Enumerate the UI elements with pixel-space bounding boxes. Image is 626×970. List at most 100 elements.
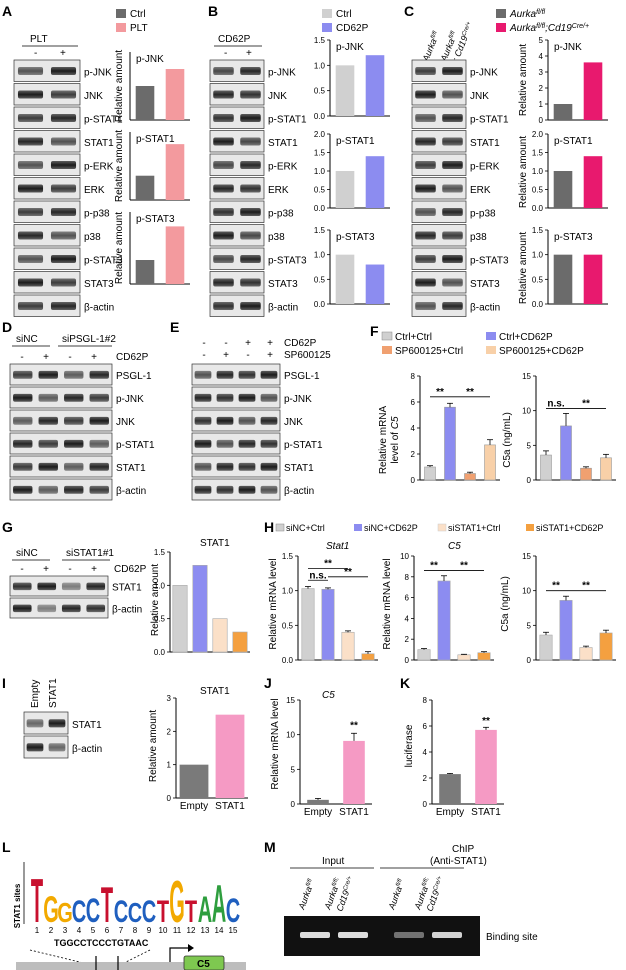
blot-strip xyxy=(411,294,467,317)
blot-band xyxy=(50,114,77,123)
band-label: STAT1 xyxy=(116,463,146,474)
tick-label: 4 xyxy=(405,614,410,623)
band-label: p-STAT3 xyxy=(84,256,123,267)
ylabel-l: STAT1 sites xyxy=(13,883,22,928)
blot-band xyxy=(26,719,44,728)
bar xyxy=(477,652,491,661)
blot-band xyxy=(89,416,109,425)
sig-mark: ** xyxy=(482,716,490,727)
blot-band xyxy=(213,208,234,217)
tick-label: 3 xyxy=(167,694,172,703)
blot-strip xyxy=(209,106,265,129)
blot-band xyxy=(415,161,436,170)
ylabel-k: luciferase xyxy=(404,724,415,767)
tick-label: 0.0 xyxy=(532,300,544,309)
legend-swatch-h1 xyxy=(275,523,285,532)
tick-label: 1.0 xyxy=(154,581,166,590)
lane-sinc-g: siNC xyxy=(16,548,38,559)
chart-title-h1: Stat1 xyxy=(326,541,349,552)
sign: - xyxy=(202,350,205,361)
blot-strip xyxy=(209,130,265,153)
blot-strip xyxy=(209,200,265,223)
chart-title-j: C5 xyxy=(322,690,335,701)
tick-label: 15 xyxy=(522,552,531,561)
blot-strip xyxy=(411,247,467,270)
tick-label: 0 xyxy=(539,116,544,125)
sign-plus: + xyxy=(60,48,66,59)
tick-label: 5 xyxy=(527,441,532,450)
blot-band xyxy=(50,255,77,264)
tick-label: 0.0 xyxy=(314,112,326,121)
bar xyxy=(475,729,497,804)
blot-band xyxy=(442,161,463,170)
blot-band xyxy=(37,604,57,613)
bar xyxy=(135,175,155,200)
blot-band xyxy=(415,278,436,287)
bar xyxy=(165,226,185,284)
logo-position: 8 xyxy=(133,926,138,935)
western-blot-b: p-JNK JNK p-STAT1 STAT1 p-ERK ERK p-p38 p38 p-ST… xyxy=(209,59,307,317)
panel-letter-j: J xyxy=(264,675,272,691)
blot-band xyxy=(17,67,44,76)
bar xyxy=(232,631,248,653)
blot-band xyxy=(442,90,463,99)
panel-letter-b: B xyxy=(208,3,218,19)
tick-label: 6 xyxy=(411,398,416,407)
bar xyxy=(365,55,385,116)
logo-position: 10 xyxy=(159,926,168,935)
bar xyxy=(464,473,476,481)
western-blot-a: p-JNK JNK p-STAT1 STAT1 p-ERK ERK p-p38 p38 p-ST… xyxy=(13,59,123,317)
chip-header: ChIP xyxy=(452,844,475,855)
x-tick-label: STAT1 xyxy=(339,807,369,818)
blot-band xyxy=(17,255,44,264)
signs-g: - + - + xyxy=(20,564,97,575)
sign-minus: - xyxy=(34,48,37,59)
x-tick-label: STAT1 xyxy=(471,807,501,818)
sign: + xyxy=(267,338,273,349)
tick-label: 5 xyxy=(291,765,296,774)
blot-band xyxy=(442,184,463,193)
blot-band xyxy=(442,137,463,146)
panel-letter-e: E xyxy=(170,319,179,335)
legend-swatch-f3 xyxy=(382,346,392,354)
bar xyxy=(343,740,365,804)
chart-j-c5: 0 5 10 15 Empty STAT1 ** xyxy=(286,696,372,818)
band-label: STAT1 xyxy=(112,583,142,594)
blot-band xyxy=(240,114,261,123)
bar xyxy=(540,454,552,481)
band-label: JNK xyxy=(470,91,489,102)
panel-letter-d: D xyxy=(2,319,12,335)
svg-text:STAT1: STAT1 xyxy=(48,678,59,708)
band-label: p-p38 xyxy=(268,209,294,220)
tick-label: 0.5 xyxy=(314,275,326,284)
blot-band xyxy=(38,370,58,379)
bar xyxy=(553,104,573,120)
band-label: p38 xyxy=(84,232,101,243)
blot-band xyxy=(442,208,463,217)
x-tick-label: STAT1 xyxy=(215,801,245,812)
legend-h3: siSTAT1+Ctrl xyxy=(448,523,500,533)
treat-cd62p-d: CD62P xyxy=(116,352,149,363)
gel-band xyxy=(338,932,368,938)
tick-label: 2 xyxy=(539,84,544,93)
blot-strip xyxy=(209,224,265,247)
band-label: p-JNK xyxy=(84,68,112,79)
legend-swatch-aurka-cd19 xyxy=(496,23,506,32)
y-axis-label: Relative amount xyxy=(114,50,125,122)
band-label: β-actin xyxy=(112,605,142,616)
treat-cd62p-e: CD62P xyxy=(284,338,317,349)
bar xyxy=(599,632,613,661)
blot-strip xyxy=(411,200,467,223)
tick-label: 1.5 xyxy=(532,149,544,158)
bar xyxy=(135,86,155,120)
blot-band xyxy=(213,114,234,123)
logo-letter: A xyxy=(198,890,212,931)
logo-letter: C xyxy=(128,898,142,929)
tick-label: 1.5 xyxy=(314,226,326,235)
band-label: JNK xyxy=(284,417,303,428)
svg-text:Relative mRNA: Relative mRNA xyxy=(378,406,389,475)
tick-label: 0.5 xyxy=(154,615,166,624)
bar xyxy=(172,585,188,653)
svg-text:level of C5: level of C5 xyxy=(390,416,401,464)
